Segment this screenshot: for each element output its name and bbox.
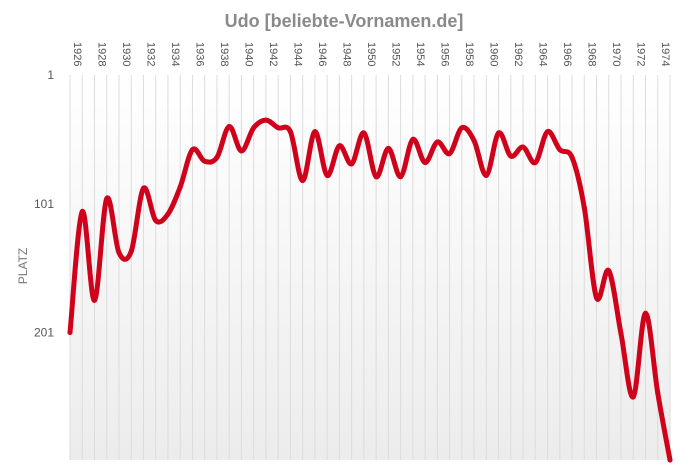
x-tick-label: 1944 <box>291 42 303 66</box>
x-tick-label: 1926 <box>71 42 83 66</box>
data-point <box>189 147 195 153</box>
x-tick-label: 1932 <box>144 42 156 66</box>
data-point <box>447 151 453 157</box>
data-point <box>79 208 85 214</box>
data-point <box>471 138 477 144</box>
data-point <box>116 250 122 256</box>
data-point <box>275 125 281 131</box>
x-tick-label: 1940 <box>242 42 254 66</box>
x-tick-label: 1960 <box>487 42 499 66</box>
data-point <box>532 160 538 166</box>
x-tick-label: 1954 <box>414 42 426 66</box>
data-point <box>214 154 220 160</box>
y-tick-label: 101 <box>34 197 54 211</box>
data-point <box>398 174 404 180</box>
data-point <box>459 125 465 131</box>
series-layer <box>67 117 673 463</box>
x-tick-label: 1930 <box>120 42 132 66</box>
data-point <box>508 153 514 159</box>
x-tick-label: 1966 <box>561 42 573 66</box>
data-point <box>104 196 110 202</box>
data-point <box>667 457 673 463</box>
x-tick-label: 1958 <box>463 42 475 66</box>
data-point <box>140 185 146 191</box>
data-point <box>581 205 587 211</box>
data-point <box>557 147 563 153</box>
data-point <box>165 211 171 217</box>
x-tick-label: 1974 <box>659 42 671 66</box>
data-point <box>251 125 257 131</box>
data-point <box>177 184 183 190</box>
y-tick-labels: 1 101 201 <box>34 68 54 340</box>
x-tick-labels: 1926 1928 1930 1932 1934 1936 1938 1940 1942 1944… <box>71 42 671 66</box>
data-point <box>336 143 342 149</box>
x-tick-label: 1942 <box>267 42 279 66</box>
data-point <box>606 268 612 274</box>
data-point <box>67 330 73 336</box>
data-point <box>287 129 293 135</box>
chart-title: Udo [beliebte-Vornamen.de] <box>225 11 464 31</box>
x-tick-label: 1952 <box>389 42 401 66</box>
data-point <box>643 310 649 316</box>
data-point <box>226 124 232 130</box>
data-point <box>349 161 355 167</box>
x-tick-label: 1936 <box>193 42 205 66</box>
data-point <box>312 129 318 135</box>
data-point <box>238 148 244 154</box>
data-point <box>361 130 367 136</box>
x-tick-label: 1962 <box>512 42 524 66</box>
x-tick-label: 1964 <box>536 42 548 66</box>
data-point <box>434 139 440 145</box>
data-point <box>520 144 526 150</box>
data-point <box>153 218 159 224</box>
x-tick-label: 1928 <box>95 42 107 66</box>
data-point <box>594 295 600 301</box>
y-axis-label: PLATZ <box>16 248 30 284</box>
data-point <box>483 172 489 178</box>
data-point <box>202 158 208 164</box>
data-point <box>385 145 391 151</box>
data-point <box>300 178 306 184</box>
x-tick-label: 1950 <box>365 42 377 66</box>
series-line <box>67 117 673 463</box>
data-point <box>618 331 624 337</box>
y-tick-label: 201 <box>34 326 54 340</box>
x-tick-label: 1946 <box>316 42 328 66</box>
data-point <box>373 174 379 180</box>
x-tick-label: 1956 <box>438 42 450 66</box>
data-point <box>422 160 428 166</box>
data-point <box>263 117 269 123</box>
x-tick-label: 1968 <box>585 42 597 66</box>
y-tick-label: 1 <box>47 68 54 82</box>
data-point <box>324 172 330 178</box>
x-tick-label: 1934 <box>169 42 181 66</box>
data-point <box>128 248 134 254</box>
data-point <box>410 136 416 142</box>
data-point <box>569 154 575 160</box>
data-point <box>545 129 551 135</box>
x-tick-label: 1970 <box>610 42 622 66</box>
data-point <box>630 394 636 400</box>
data-point <box>655 390 661 396</box>
plot-area <box>70 75 670 460</box>
data-point <box>91 297 97 303</box>
x-tick-label: 1938 <box>218 42 230 66</box>
x-tick-label: 1948 <box>340 42 352 66</box>
data-point <box>496 130 502 136</box>
x-tick-label: 1972 <box>634 42 646 66</box>
